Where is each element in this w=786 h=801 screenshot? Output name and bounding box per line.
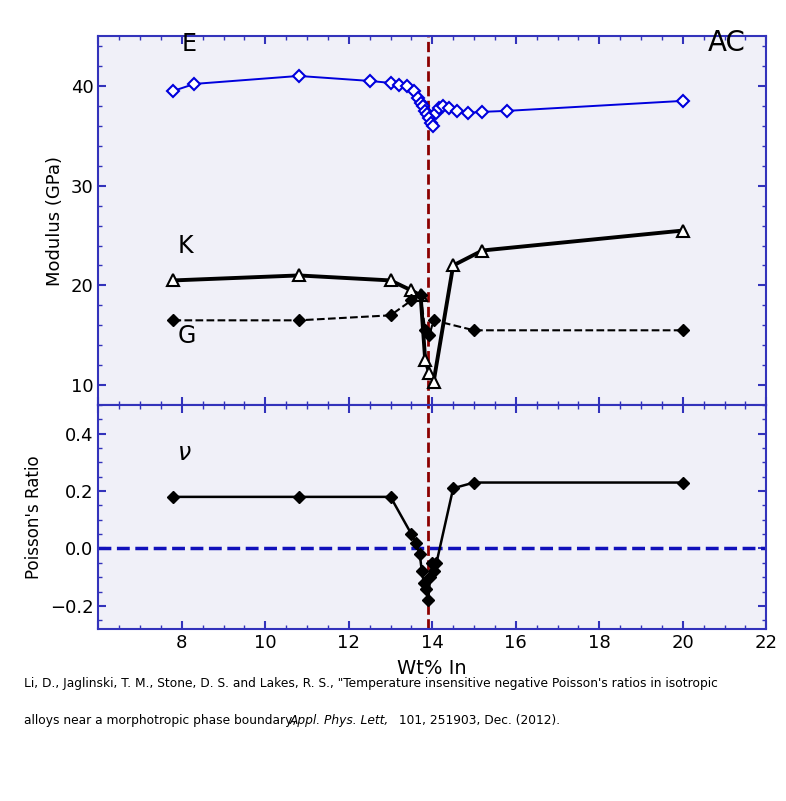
Text: alloys near a morphotropic phase boundary,: alloys near a morphotropic phase boundar…	[24, 714, 299, 727]
Text: AC: AC	[707, 29, 745, 57]
Text: ν: ν	[178, 441, 191, 465]
Text: Appl. Phys. Lett,: Appl. Phys. Lett,	[289, 714, 388, 727]
Y-axis label: Poisson's Ratio: Poisson's Ratio	[25, 455, 42, 579]
Text: K: K	[178, 235, 193, 259]
Text: E: E	[182, 32, 196, 56]
Text: G: G	[178, 324, 196, 348]
Text: Li, D., Jaglinski, T. M., Stone, D. S. and Lakes, R. S., "Temperature insensitiv: Li, D., Jaglinski, T. M., Stone, D. S. a…	[24, 677, 718, 690]
Text: 101, 251903, Dec. (2012).: 101, 251903, Dec. (2012).	[395, 714, 560, 727]
Y-axis label: Modulus (GPa): Modulus (GPa)	[46, 155, 64, 286]
X-axis label: Wt% In: Wt% In	[398, 658, 467, 678]
